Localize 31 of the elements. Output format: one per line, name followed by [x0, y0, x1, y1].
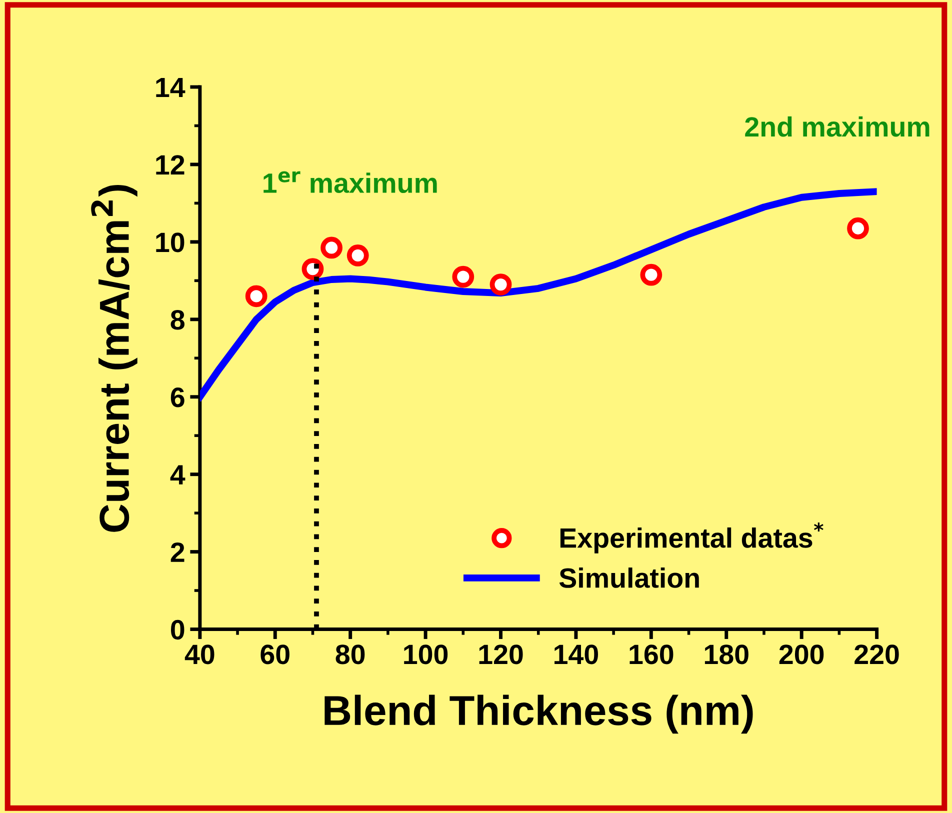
y-tick-label: 8 — [170, 310, 184, 330]
y-tick-label: 10 — [156, 232, 184, 252]
x-tick-label: 60 — [260, 644, 290, 664]
x-tick-label: 40 — [184, 644, 214, 664]
x-tick-label: 160 — [630, 644, 674, 664]
annotation: 2nd maximum — [745, 116, 930, 137]
point — [346, 244, 369, 266]
point — [640, 264, 662, 286]
point — [320, 236, 342, 259]
legend-label: Experimental datas$^{*}$ — [560, 522, 824, 554]
point — [452, 266, 474, 288]
legend-label: Simulation — [559, 568, 699, 588]
x-tick-label: 140 — [554, 644, 598, 664]
annotation: 1$^{er}$ maximum — [264, 171, 437, 193]
y-axis-title: Current (mA/cm$^{2}$) — [91, 185, 138, 532]
y-tick-label: 0 — [170, 620, 184, 640]
x-tick-label: 200 — [779, 644, 824, 664]
x-tick-label: 180 — [704, 644, 748, 664]
x-axis-title: Blend Thickness (nm) — [324, 694, 753, 734]
y-tick-label: 2 — [170, 542, 184, 562]
y-tick-label: 14 — [156, 78, 186, 98]
x-tick-label: 100 — [404, 644, 448, 664]
point — [490, 274, 512, 296]
y-tick-label: 6 — [170, 388, 184, 408]
x-tick-label: 220 — [854, 644, 899, 664]
point — [245, 285, 268, 308]
y-tick-label: 4 — [170, 465, 186, 484]
y-tick-label: 12 — [156, 155, 184, 175]
x-tick-label: 80 — [336, 644, 365, 664]
point — [847, 217, 869, 240]
x-tick-label: 120 — [479, 644, 523, 664]
